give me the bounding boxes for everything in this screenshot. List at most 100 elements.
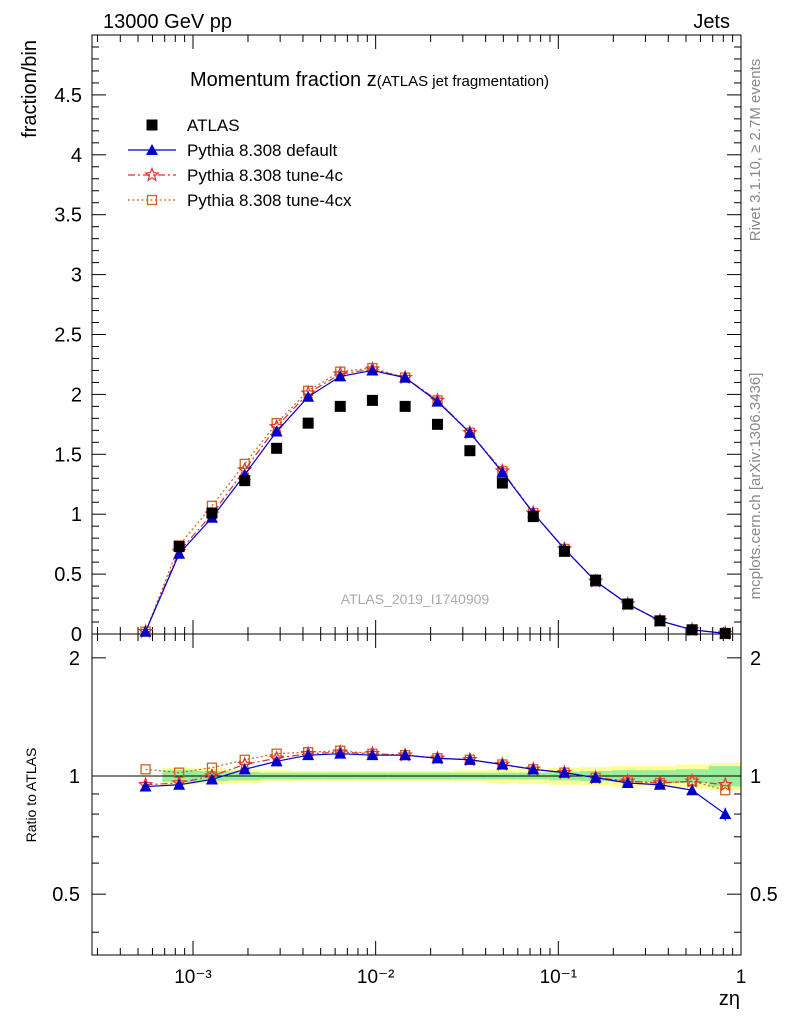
y-tick-label: 0.5: [54, 564, 82, 586]
ratio-point: [399, 749, 412, 761]
data-point: [590, 574, 602, 586]
data-point: [302, 417, 314, 429]
data-series: [173, 394, 731, 639]
legend-entry: Pythia 8.308 tune-4cx: [128, 191, 352, 210]
chart-title: Momentum fraction z(ATLAS jet fragmentat…: [190, 69, 549, 91]
ratio-y-tick-label-right: 0.5: [750, 884, 778, 906]
x-axis-label: zη: [719, 988, 740, 1010]
data-point: [496, 477, 508, 489]
ratio-y-tick-label-right: 1: [750, 766, 761, 788]
legend-marker: [144, 166, 160, 182]
series-point: [270, 425, 283, 437]
ratio-point: [366, 749, 379, 761]
header-right: Jets: [693, 11, 730, 33]
y-tick-label: 3.5: [54, 205, 82, 227]
y-tick-label: 1.5: [54, 444, 82, 466]
axes: 10⁻³ 10⁻² 10⁻¹ 1 0 0.5 1 1.5 2 2.5 3 3.5 4 4.5 0.5 0.5 1…: [52, 34, 778, 988]
x-tick-label: 10⁻²: [357, 967, 395, 988]
ratio-point: [621, 776, 634, 788]
legend-marker: [146, 119, 158, 131]
ratio-point: [589, 771, 602, 783]
ratio-point: [653, 778, 666, 790]
series-group: [137, 361, 734, 821]
chart-title-sub: (ATLAS jet fragmentation): [377, 73, 549, 90]
series-point: [399, 371, 412, 383]
text-group: 13000 GeV pp Jets Momentum fraction z(AT…: [19, 11, 764, 1010]
y-tick-label: 4: [71, 145, 82, 167]
ratio-y-tick-label: 1: [69, 766, 80, 788]
x-tick-label: 10⁻³: [174, 967, 212, 988]
ratio-y-tick-label-right: 2: [750, 648, 761, 670]
ratio-point: [463, 753, 476, 765]
series-point: [173, 547, 186, 559]
data-uncertainty-band: [162, 762, 741, 791]
ratio-point: [173, 778, 186, 790]
ratio-point: [527, 763, 540, 775]
series-point: [302, 390, 315, 402]
ratio-point: [684, 773, 700, 788]
series-point: [496, 466, 509, 478]
ratio-point: [686, 784, 699, 796]
data-point: [239, 475, 251, 487]
x-tick-label: 10⁻¹: [540, 967, 578, 988]
data-point: [527, 511, 539, 523]
legend-marker: [146, 194, 158, 206]
ratio-point: [206, 762, 218, 773]
ratio-y-tick-label: 0.5: [52, 884, 80, 906]
data-point: [366, 394, 378, 406]
legend-label: Pythia 8.308 default: [187, 141, 338, 160]
chart-title-main: Momentum fraction z: [190, 69, 377, 91]
ratio-point: [558, 766, 571, 778]
y-tick-label: 4.5: [54, 85, 82, 107]
data-point: [464, 445, 476, 457]
data-point: [558, 545, 570, 557]
header-left: 13000 GeV pp: [103, 11, 232, 33]
legend-entry: ATLAS: [146, 116, 240, 135]
data-point: [173, 541, 185, 553]
data-point: [719, 627, 731, 639]
data-point: [206, 507, 218, 519]
series-point: [139, 625, 152, 637]
series-point: [334, 370, 347, 382]
analysis-watermark: ATLAS_2019_I1740909: [341, 591, 490, 607]
ratio-point: [270, 755, 283, 767]
ratio-point: [302, 749, 315, 761]
y-tick-label: 2: [71, 384, 82, 406]
legend-label: Pythia 8.308 tune-4cx: [187, 191, 352, 210]
ratio-point: [238, 763, 251, 775]
legend-entry: Pythia 8.308 default: [128, 141, 338, 160]
data-point: [399, 400, 411, 412]
series-point: [431, 395, 444, 407]
ratio-point: [139, 780, 152, 792]
ratio-y-tick-label: 2: [69, 648, 80, 670]
legend-marker: [146, 144, 158, 155]
data-point: [654, 615, 666, 627]
y-tick-label: 0: [71, 624, 82, 646]
legend-label: Pythia 8.308 tune-4c: [187, 166, 343, 185]
legend-entry: Pythia 8.308 tune-4c: [128, 166, 343, 185]
ratio-point: [717, 776, 734, 792]
ratio-point: [431, 752, 444, 764]
series-point: [366, 364, 379, 376]
legend: ATLAS Pythia 8.308 default Pythia 8.308 tu…: [128, 116, 352, 210]
x-tick-label: 1: [736, 967, 747, 988]
ratio-point: [205, 773, 218, 785]
data-point: [334, 400, 346, 412]
ratio-point: [140, 764, 151, 775]
mcplots-label: mcplots.cern.ch [arXiv:1306.3436]: [747, 373, 764, 600]
ratio-frame: [91, 633, 742, 956]
ratio-point: [334, 747, 347, 759]
y-tick-label: 1: [71, 504, 82, 526]
data-point: [271, 442, 283, 454]
y-axis-label: fraction/bin: [19, 40, 41, 138]
y-tick-label: 3: [71, 265, 82, 287]
ratio-y-axis-label: Ratio to ATLAS: [23, 748, 39, 843]
data-point: [686, 624, 698, 636]
data-point: [622, 598, 634, 610]
data-point: [431, 418, 443, 430]
series-point: [463, 426, 476, 438]
legend-label: ATLAS: [187, 116, 240, 135]
y-tick-label: 2.5: [54, 325, 82, 347]
ratio-point: [496, 758, 509, 770]
